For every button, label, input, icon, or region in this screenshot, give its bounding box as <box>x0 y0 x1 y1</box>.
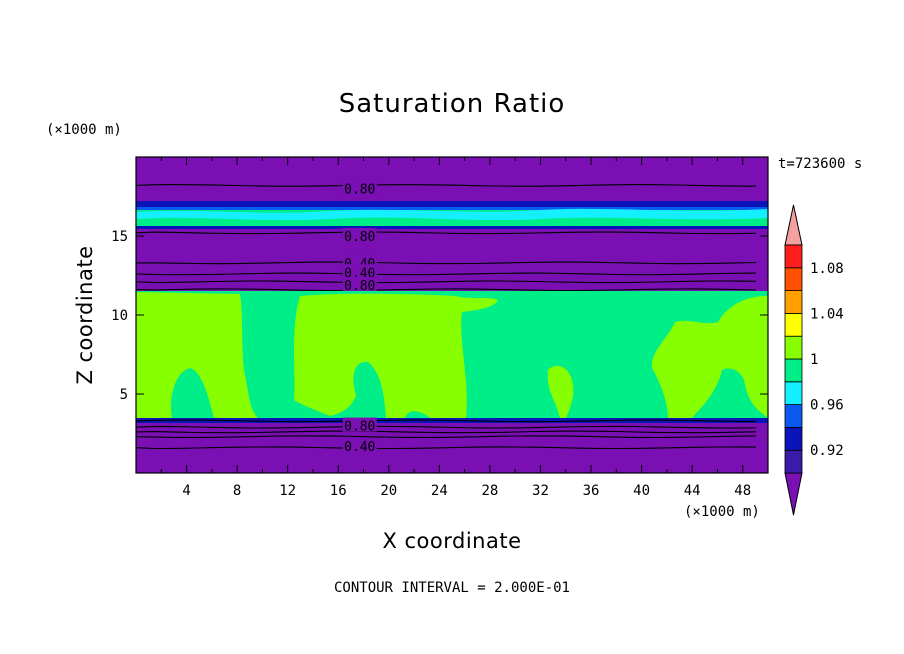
band-blue <box>136 201 768 207</box>
contour-line <box>135 280 757 284</box>
z-tick-label: 5 <box>120 387 128 403</box>
contour-label-bg <box>342 438 377 453</box>
y-axis-label: Z coordinate <box>73 245 97 384</box>
colorbar-box <box>784 381 803 405</box>
contour-line <box>135 425 757 429</box>
chart-title: Saturation Ratio <box>339 89 566 119</box>
contour-line <box>135 430 757 434</box>
colorbar-top-arrow <box>784 204 803 246</box>
x-tick-label: 4 <box>182 483 190 499</box>
x-unit-label: (×1000 m) <box>684 504 760 520</box>
z-tick-label: 10 <box>111 308 128 324</box>
band-lightblue <box>136 207 768 210</box>
contour-line <box>135 261 757 265</box>
x-tick-label: 44 <box>684 483 701 499</box>
colorbar-label: 1.08 <box>810 261 844 277</box>
colorbar-label: 0.96 <box>810 398 844 414</box>
x-tick-label: 36 <box>583 483 600 499</box>
x-tick-label: 32 <box>532 483 549 499</box>
x-tick-label: 28 <box>481 483 498 499</box>
contour-label: 0.80 <box>344 230 375 245</box>
colorbar-box <box>784 335 803 360</box>
x-tick-label: 8 <box>233 483 241 499</box>
colorbar-label: 1 <box>810 352 818 368</box>
cloud-region-2 <box>294 293 498 418</box>
contour-label: 0.80 <box>344 183 375 198</box>
contour-line <box>135 419 757 423</box>
x-tick-label: 24 <box>431 483 448 499</box>
contour-field <box>136 157 768 473</box>
band-cyan-wave <box>136 208 768 221</box>
x-tick-label: 40 <box>633 483 650 499</box>
colorbar-bottom-arrow <box>784 472 803 516</box>
contour-label: 0.40 <box>344 440 375 455</box>
time-label: t=723600 s <box>778 156 862 172</box>
contour-label: 0.80 <box>344 279 375 294</box>
cloud-region-4 <box>651 296 768 418</box>
plot-frame <box>135 156 769 474</box>
contour-line <box>135 272 757 276</box>
contour-line <box>135 435 757 439</box>
colorbar-box <box>784 290 803 314</box>
contour-label-bg <box>342 180 377 195</box>
z-tick-label: 15 <box>111 229 128 245</box>
band-blue-2 <box>136 226 768 229</box>
contour-lines: 0.800.800.400.400.800.800.40 <box>135 180 757 455</box>
contour-line <box>135 288 757 292</box>
colorbar: 0.92 0.96 1 1.04 1.08 <box>784 204 844 516</box>
x-tick-label: 48 <box>734 483 751 499</box>
contour-line <box>135 446 757 450</box>
colorbar-label: 1.04 <box>810 306 844 322</box>
contour-line <box>135 184 757 187</box>
colorbar-box <box>784 449 803 474</box>
x-tick-label: 16 <box>330 483 347 499</box>
colorbar-box <box>784 404 803 428</box>
colorbar-box <box>784 358 803 383</box>
contour-label: 0.80 <box>344 420 375 435</box>
colorbar-box <box>784 267 803 291</box>
colorbar-box <box>784 312 803 337</box>
contour-label-bg <box>342 228 377 242</box>
contour-label-bg <box>342 417 377 432</box>
colorbar-box <box>784 244 803 269</box>
z-unit-label: (×1000 m) <box>46 122 122 138</box>
x-tick-label: 20 <box>380 483 397 499</box>
x-tick-label: 12 <box>279 483 296 499</box>
contour-label-bg <box>342 276 377 291</box>
contour-line <box>135 231 757 235</box>
colorbar-label: 0.92 <box>810 443 844 459</box>
colorbar-box <box>784 426 803 451</box>
x-axis-label: X coordinate <box>382 529 521 553</box>
contour-label-bg <box>342 264 377 279</box>
band-purple-top <box>136 157 768 201</box>
cloud-region-1 <box>136 292 258 418</box>
cloud-region-3 <box>547 365 574 418</box>
contour-interval-footer: CONTOUR INTERVAL = 2.000E-01 <box>334 580 570 596</box>
